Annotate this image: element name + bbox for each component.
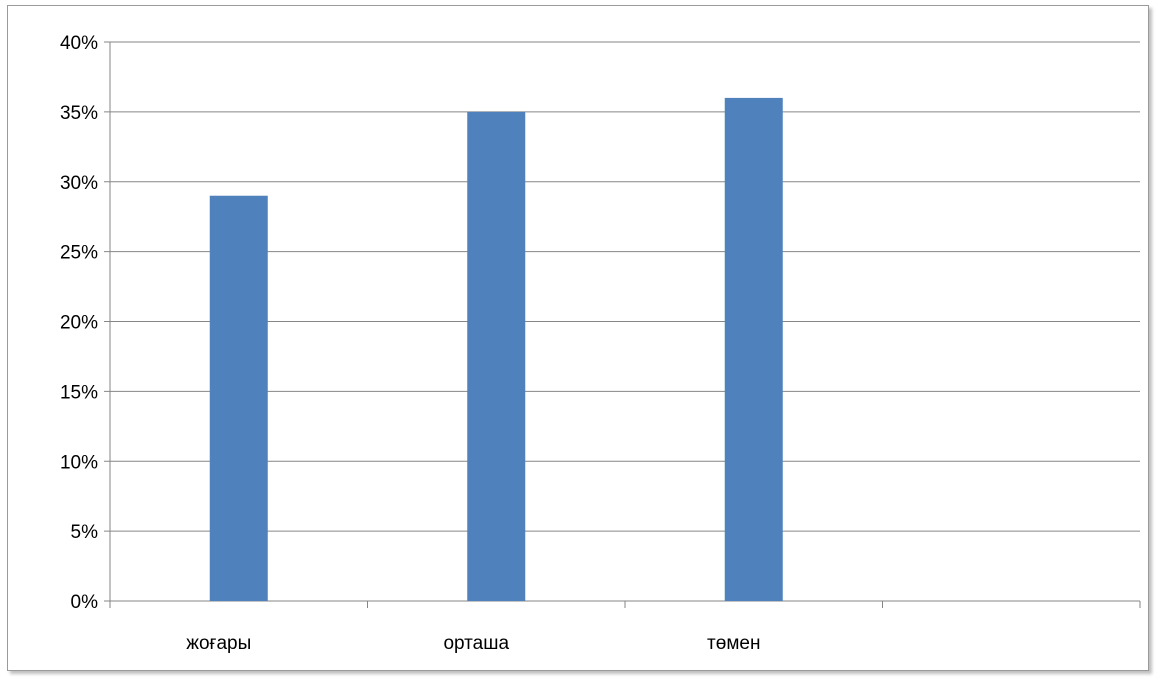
labels: 0% 5% 10% 15% 20% 25% 30% 35% 40% жоғары орташа төм… [60, 33, 760, 654]
bars [209, 97, 783, 602]
x-category-label: жоғары [186, 633, 251, 654]
gridlines [110, 41, 1140, 532]
axes [104, 41, 1141, 608]
bar [724, 97, 783, 602]
y-tick-label: 5% [71, 522, 99, 543]
bar [209, 195, 268, 601]
y-tick-label: 10% [60, 452, 98, 473]
y-tick-label: 40% [60, 33, 98, 54]
y-tick-label: 35% [60, 103, 98, 124]
x-category-label: орташа [443, 633, 509, 654]
x-category-label: төмен [707, 633, 760, 654]
y-tick-label: 0% [71, 592, 99, 613]
y-tick-label: 25% [60, 243, 98, 264]
y-tick-label: 20% [60, 313, 98, 334]
chart-frame [7, 5, 1149, 671]
y-tick-label: 30% [60, 173, 98, 194]
bar [467, 111, 526, 601]
y-tick-label: 15% [60, 382, 98, 403]
